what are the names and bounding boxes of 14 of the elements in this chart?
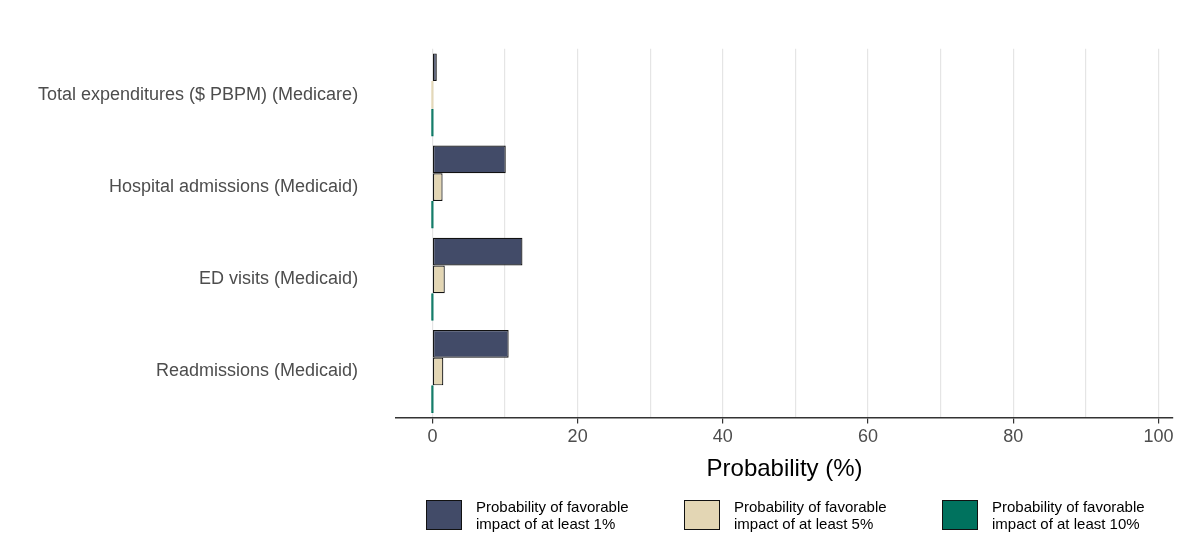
x-tick-label: 100 bbox=[1143, 426, 1174, 447]
legend-label: Probability of favorable impact of at least 10% bbox=[992, 498, 1146, 532]
y-tick-label: Readmissions (Medicaid) bbox=[156, 360, 359, 381]
y-tick-label: Total expenditures ($ PBPM) (Medicare) bbox=[38, 83, 359, 104]
y-tick-label: ED visits (Medicaid) bbox=[199, 268, 359, 289]
x-tick-label: 80 bbox=[1003, 426, 1024, 447]
x-tick-label: 40 bbox=[712, 426, 733, 447]
legend-label: Probability of favorable impact of at least 1% bbox=[476, 498, 630, 532]
x-tick-label: 60 bbox=[858, 426, 879, 447]
x-axis-title: Probability (%) bbox=[706, 454, 863, 482]
legend-label: Probability of favorable impact of at least 5% bbox=[734, 498, 888, 532]
x-tick-label: 20 bbox=[567, 426, 588, 447]
x-tick-label: 0 bbox=[427, 426, 438, 447]
y-tick-label: Hospital admissions (Medicaid) bbox=[109, 176, 359, 197]
